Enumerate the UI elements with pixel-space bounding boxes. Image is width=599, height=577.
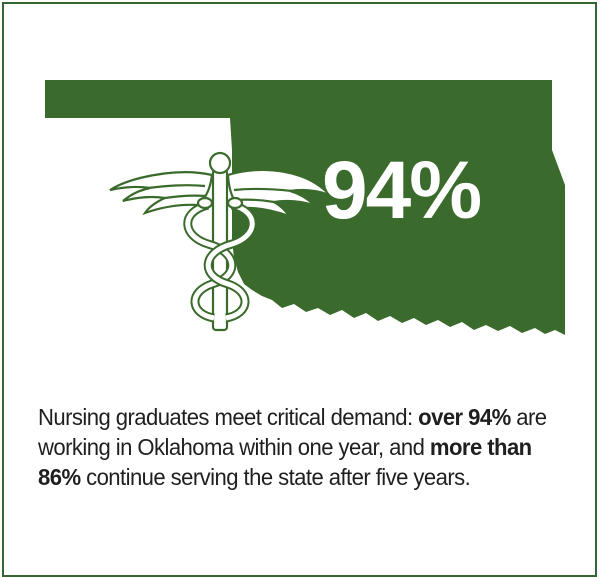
caption-highlight-2: more than 86% [38, 434, 532, 490]
caption-highlight-1: over 94% [418, 404, 511, 430]
caduceus-icon [109, 151, 331, 332]
oklahoma-map-graphic: 94% [45, 80, 565, 335]
oklahoma-map-icon [45, 80, 565, 335]
caption-text: Nursing graduates meet critical demand: … [38, 402, 564, 492]
caption-part-1: Nursing graduates meet critical demand: [38, 404, 419, 430]
caption-part-3: are working in Oklahoma within one year,… [38, 404, 547, 460]
stat-value: 94% [322, 145, 480, 236]
caption-part-5: continue serving the state after five ye… [80, 464, 471, 490]
